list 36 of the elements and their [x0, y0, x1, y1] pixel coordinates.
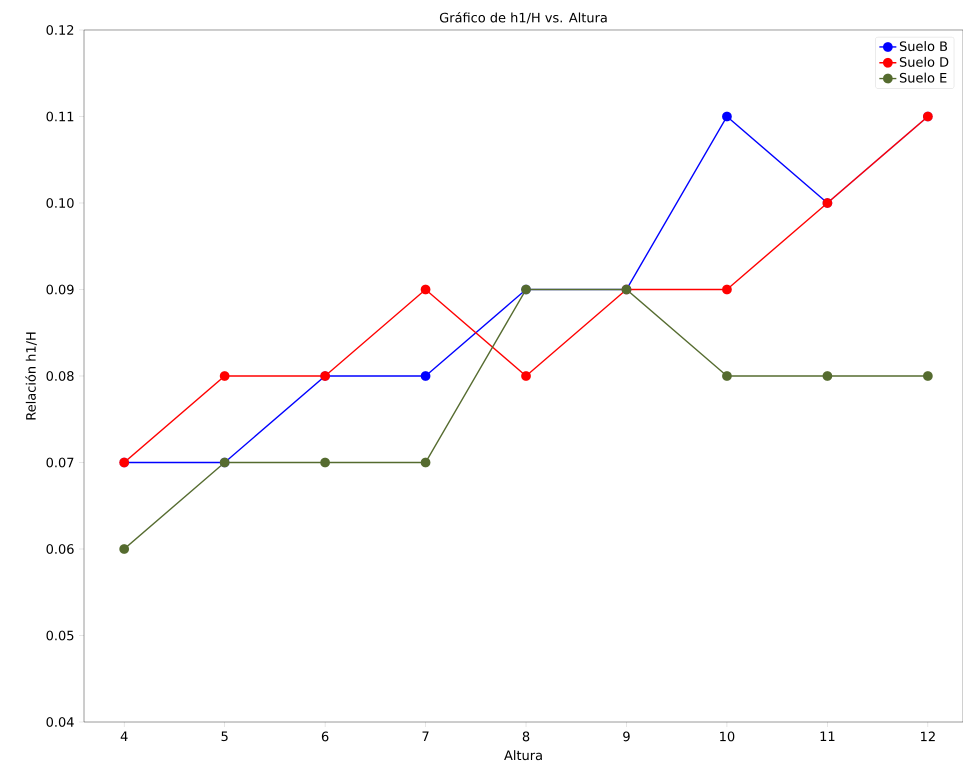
x-tick-label: 8 — [522, 732, 530, 742]
point — [320, 458, 330, 468]
y-tick-label: 0.07 — [46, 458, 74, 468]
y-tick-label: 0.05 — [46, 630, 74, 640]
y-tick-label: 0.09 — [46, 284, 74, 294]
point — [822, 371, 832, 381]
legend-label: Suelo B — [900, 41, 948, 52]
x-tick-label: 11 — [820, 732, 834, 741]
point — [722, 371, 732, 381]
point — [420, 458, 430, 468]
x-tick-label: 7 — [422, 732, 429, 741]
x-axis-title: Altura — [504, 750, 542, 760]
y-tick-label: 0.10 — [46, 198, 74, 208]
legend-label: Suelo D — [900, 56, 948, 67]
x-tick-label: 6 — [322, 732, 328, 742]
y-tick-label: 0.06 — [46, 544, 74, 554]
x-tick-label: 12 — [921, 732, 935, 742]
y-tick-label: 0.08 — [46, 371, 74, 381]
point — [420, 284, 430, 294]
x-tick-label: 4 — [120, 732, 128, 741]
legend-label: Suelo E — [900, 72, 946, 83]
chart-title: Gráfico de h1/H vs. Altura — [440, 12, 607, 24]
point — [420, 371, 430, 381]
point — [722, 284, 732, 294]
x-tick-label: 5 — [222, 732, 228, 742]
x-tick-label: 9 — [623, 732, 630, 742]
point — [922, 371, 933, 381]
point — [722, 112, 732, 122]
point — [220, 371, 230, 381]
y-tick-label: 0.11 — [46, 112, 74, 122]
y-tick-label: 0.12 — [46, 25, 74, 35]
y-tick-label: 0.04 — [46, 717, 74, 727]
y-axis-title: Relación h1/H — [25, 332, 37, 420]
point — [521, 371, 531, 381]
point — [119, 544, 130, 554]
x-tick-label: 10 — [720, 732, 734, 742]
